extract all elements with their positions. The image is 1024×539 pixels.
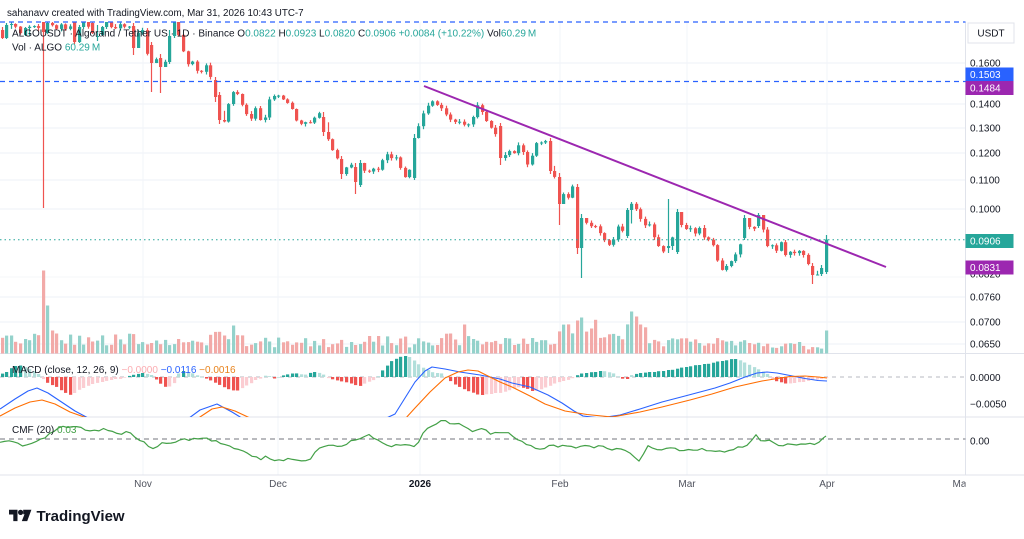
svg-text:0.00: 0.00 (970, 437, 990, 448)
svg-text:0.1000: 0.1000 (970, 205, 1001, 216)
svg-text:0.0820: 0.0820 (970, 270, 1001, 281)
svg-text:0.0650: 0.0650 (970, 340, 1001, 351)
svg-text:Vol · ALGO 60.29 M: Vol · ALGO 60.29 M (12, 43, 100, 54)
svg-text:0.0000: 0.0000 (970, 373, 1001, 384)
svg-text:0.1400: 0.1400 (970, 100, 1001, 111)
svg-text:sahanavv created with TradingV: sahanavv created with TradingView.com, M… (7, 8, 304, 19)
svg-text:Dec: Dec (269, 479, 287, 490)
svg-text:0.0700: 0.0700 (970, 318, 1001, 329)
svg-text:MACD (close, 12, 26, 9) −0.000: MACD (close, 12, 26, 9) −0.0000 −0.0116 … (12, 365, 236, 376)
svg-text:0.1503: 0.1503 (970, 70, 1001, 81)
svg-text:0.1200: 0.1200 (970, 149, 1001, 160)
svg-text:USDT: USDT (977, 29, 1004, 40)
svg-text:Nov: Nov (134, 479, 152, 490)
svg-text:−0.0050: −0.0050 (970, 400, 1007, 411)
svg-text:ALGOUSDT · Algorand / Tether U: ALGOUSDT · Algorand / Tether US · 1D · B… (12, 29, 536, 40)
svg-text:TradingView: TradingView (37, 508, 125, 525)
svg-text:May: May (953, 479, 972, 490)
svg-text:0.1484: 0.1484 (970, 84, 1001, 95)
svg-text:2026: 2026 (409, 479, 432, 490)
svg-text:Feb: Feb (551, 479, 569, 490)
svg-text:Apr: Apr (819, 479, 835, 490)
svg-text:0.0906: 0.0906 (970, 237, 1001, 248)
svg-text:0.0760: 0.0760 (970, 293, 1001, 304)
svg-text:0.0831: 0.0831 (970, 263, 1001, 274)
svg-text:CMF (20) 0.03: CMF (20) 0.03 (12, 425, 77, 436)
svg-text:Mar: Mar (678, 479, 696, 490)
svg-text:0.1300: 0.1300 (970, 124, 1001, 135)
svg-text:0.1600: 0.1600 (970, 59, 1001, 70)
svg-text:0.1100: 0.1100 (970, 176, 1000, 187)
